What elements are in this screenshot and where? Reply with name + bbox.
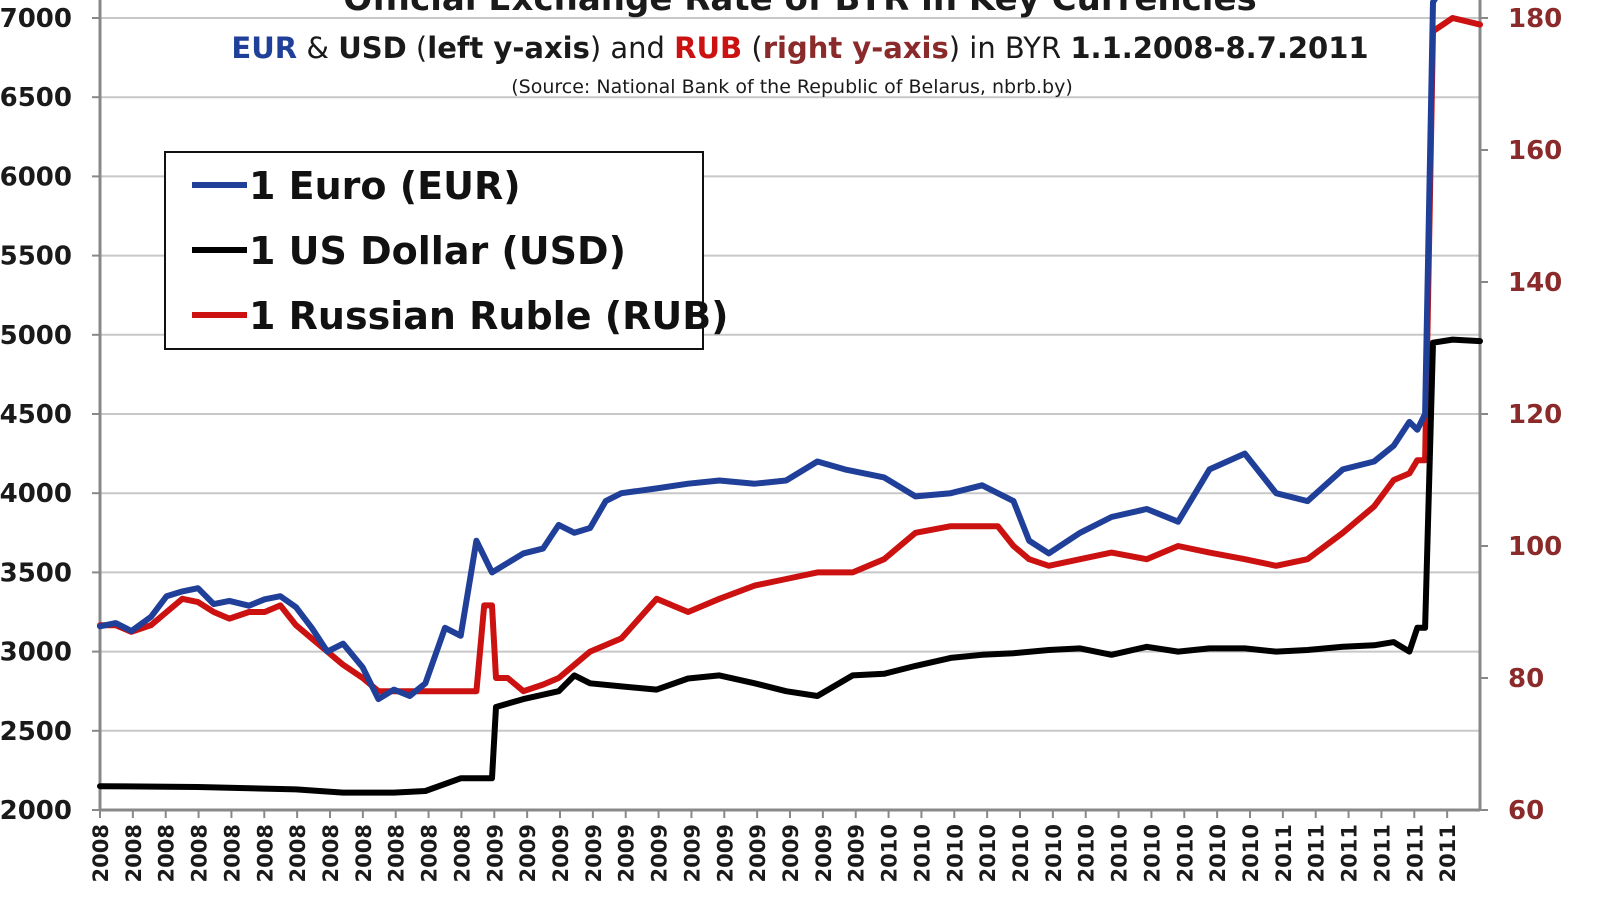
x-tick-label-38: 2011 bbox=[1338, 824, 1362, 882]
x-tick-label-5: 2008 bbox=[253, 824, 277, 882]
x-tick-label-25: 2010 bbox=[910, 824, 934, 882]
x-tick-label-36: 2011 bbox=[1272, 824, 1296, 882]
chart-source: (Source: National Bank of the Republic o… bbox=[511, 76, 1072, 98]
left-tick-label-5500: 5500 bbox=[0, 242, 72, 272]
x-tick-label-4: 2008 bbox=[220, 824, 244, 882]
left-tick-label-7000: 7000 bbox=[0, 4, 72, 34]
x-tick-label-27: 2010 bbox=[976, 824, 1000, 882]
subtitle-range: 1.1.2008-8.7.2011 bbox=[1070, 31, 1368, 65]
left-tick-label-6500: 6500 bbox=[0, 83, 72, 113]
subtitle-right-axis: right y-axis bbox=[763, 31, 949, 65]
x-tick-label-0: 2008 bbox=[89, 824, 113, 882]
x-tick-label-30: 2010 bbox=[1075, 824, 1099, 882]
subtitle-left-axis: left y-axis bbox=[427, 31, 590, 65]
legend-label-eur: 1 Euro (EUR) bbox=[249, 164, 521, 208]
x-tick-label-26: 2010 bbox=[943, 824, 967, 882]
right-tick-label-60: 60 bbox=[1508, 796, 1544, 826]
x-tick-label-9: 2008 bbox=[385, 824, 409, 882]
x-tick-label-1: 2008 bbox=[122, 824, 146, 882]
left-tick-label-5000: 5000 bbox=[0, 321, 72, 351]
x-tick-label-12: 2009 bbox=[483, 824, 507, 882]
subtitle-rub: RUB bbox=[674, 31, 742, 65]
x-tick-label-18: 2009 bbox=[680, 824, 704, 882]
right-tick-label-100: 100 bbox=[1508, 532, 1562, 562]
x-tick-label-19: 2009 bbox=[713, 824, 737, 882]
x-tick-label-11: 2008 bbox=[450, 824, 474, 882]
x-tick-label-13: 2009 bbox=[516, 824, 540, 882]
x-tick-label-3: 2008 bbox=[188, 824, 212, 882]
x-tick-label-17: 2009 bbox=[648, 824, 672, 882]
x-tick-label-14: 2009 bbox=[549, 824, 573, 882]
subtitle-eur: EUR bbox=[231, 31, 297, 65]
left-tick-label-2500: 2500 bbox=[0, 717, 72, 747]
legend-label-usd: 1 US Dollar (USD) bbox=[249, 229, 626, 273]
left-tick-label-3500: 3500 bbox=[0, 558, 72, 588]
x-tick-label-32: 2010 bbox=[1140, 824, 1164, 882]
x-tick-label-24: 2010 bbox=[878, 824, 902, 882]
x-tick-label-23: 2009 bbox=[845, 824, 869, 882]
x-tick-label-22: 2009 bbox=[812, 824, 836, 882]
right-tick-label-140: 140 bbox=[1508, 268, 1562, 298]
x-tick-label-33: 2010 bbox=[1173, 824, 1197, 882]
right-tick-label-180: 180 bbox=[1508, 4, 1562, 34]
x-tick-label-31: 2010 bbox=[1108, 824, 1132, 882]
x-axis-ticks: 2008 2008 2008 2008 2008 2008 2008 2008 2008 2008… bbox=[89, 810, 1460, 882]
x-tick-label-40: 2011 bbox=[1403, 824, 1427, 882]
x-tick-label-15: 2009 bbox=[582, 824, 606, 882]
series-line-usd bbox=[97, 336, 1483, 796]
x-tick-label-37: 2011 bbox=[1305, 824, 1329, 882]
x-tick-label-34: 2010 bbox=[1206, 824, 1230, 882]
left-tick-label-4000: 4000 bbox=[0, 479, 72, 509]
x-tick-label-28: 2010 bbox=[1009, 824, 1033, 882]
legend-label-rub: 1 Russian Ruble (RUB) bbox=[249, 294, 729, 338]
left-tick-label-6000: 6000 bbox=[0, 162, 72, 192]
x-tick-label-10: 2008 bbox=[418, 824, 442, 882]
x-tick-label-7: 2008 bbox=[319, 824, 343, 882]
subtitle-left-open: ( bbox=[407, 31, 428, 65]
x-tick-label-41: 2011 bbox=[1436, 824, 1460, 882]
x-tick-label-35: 2010 bbox=[1239, 824, 1263, 882]
series-lines bbox=[97, 0, 1483, 796]
left-y-axis-ticks: 2000 2500 3000 3500 4000 4500 5000 5500 6000 6500… bbox=[0, 4, 100, 826]
subtitle-amp: & bbox=[297, 31, 338, 65]
chart-subtitle: EUR & USD (left y-axis) and RUB (right y… bbox=[231, 31, 1368, 65]
subtitle-right-close: ) in BYR bbox=[949, 31, 1071, 65]
x-tick-label-8: 2008 bbox=[352, 824, 376, 882]
right-y-axis-ticks: 60 80 100 120 140 160 180 bbox=[1480, 4, 1562, 826]
subtitle-left-close: ) and bbox=[590, 31, 674, 65]
right-tick-label-80: 80 bbox=[1508, 664, 1544, 694]
subtitle-right-open: ( bbox=[742, 31, 763, 65]
subtitle-usd: USD bbox=[338, 31, 407, 65]
left-tick-label-4500: 4500 bbox=[0, 400, 72, 430]
legend-box bbox=[164, 151, 704, 350]
x-tick-label-16: 2009 bbox=[615, 824, 639, 882]
left-tick-label-2000: 2000 bbox=[0, 796, 72, 826]
x-tick-label-2: 2008 bbox=[155, 824, 179, 882]
right-tick-label-120: 120 bbox=[1508, 400, 1562, 430]
series-line-eur bbox=[97, 0, 1438, 703]
x-tick-label-20: 2009 bbox=[746, 824, 770, 882]
x-tick-label-29: 2010 bbox=[1042, 824, 1066, 882]
x-tick-label-39: 2011 bbox=[1370, 824, 1394, 882]
x-tick-label-6: 2008 bbox=[286, 824, 310, 882]
right-tick-label-160: 160 bbox=[1508, 136, 1562, 166]
left-tick-label-3000: 3000 bbox=[0, 638, 72, 668]
series-line-rub bbox=[97, 15, 1483, 695]
chart-title: Official Exchange Rate of BYR in Key Cur… bbox=[343, 0, 1256, 19]
x-tick-label-21: 2009 bbox=[779, 824, 803, 882]
legend: 1 Euro (EUR) 1 US Dollar (USD) 1 Russian… bbox=[164, 151, 729, 350]
